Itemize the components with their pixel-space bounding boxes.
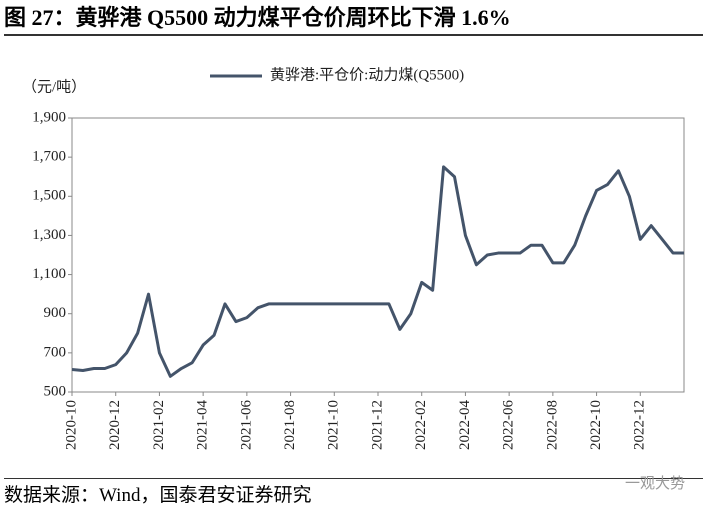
- y-tick-label: 1,900: [32, 109, 66, 125]
- y-tick-label: 1,500: [32, 188, 66, 204]
- x-tick-label: 2022-02: [413, 400, 429, 450]
- unit-label: （元/吨）: [22, 78, 86, 95]
- y-tick-label: 1,100: [32, 266, 66, 282]
- x-tick-label: 2022-12: [632, 400, 648, 450]
- x-tick-label: 2021-12: [369, 400, 385, 450]
- watermark: 一观大势: [624, 474, 685, 492]
- x-tick-label: 2021-08: [282, 400, 298, 450]
- x-tick-label: 2022-10: [588, 400, 604, 450]
- x-tick-label: 2022-08: [544, 400, 560, 450]
- x-tick-label: 2021-02: [151, 400, 167, 450]
- x-tick-label: 2022-04: [457, 400, 473, 450]
- line-series: [71, 165, 684, 378]
- y-tick-label: 500: [44, 383, 67, 399]
- x-tick-label: 2021-10: [326, 400, 342, 450]
- x-tick-label: 2020-10: [63, 400, 79, 450]
- x-tick-label: 2020-12: [107, 400, 123, 450]
- source-note: 数据来源：Wind，国泰君安证券研究: [4, 478, 703, 513]
- x-tick-label: 2022-06: [501, 400, 517, 450]
- y-tick-label: 700: [44, 344, 67, 360]
- figure-title: 图 27：黄骅港 Q5500 动力煤平仓价周环比下滑 1.6%: [4, 2, 703, 36]
- plot-frame: [71, 117, 685, 393]
- x-tick-label: 2021-04: [195, 400, 211, 450]
- legend-label: 黄骅港:平仓价:动力煤(Q5500): [270, 66, 464, 83]
- x-tick-label: 2021-06: [238, 400, 254, 450]
- y-tick-label: 1,300: [32, 227, 66, 243]
- chart: （元/吨） 500 700 900 1,100 1,300 1,500 1,700 1,900…: [22, 66, 685, 450]
- y-tick-label: 900: [44, 305, 67, 321]
- y-tick-label: 1,700: [32, 149, 66, 165]
